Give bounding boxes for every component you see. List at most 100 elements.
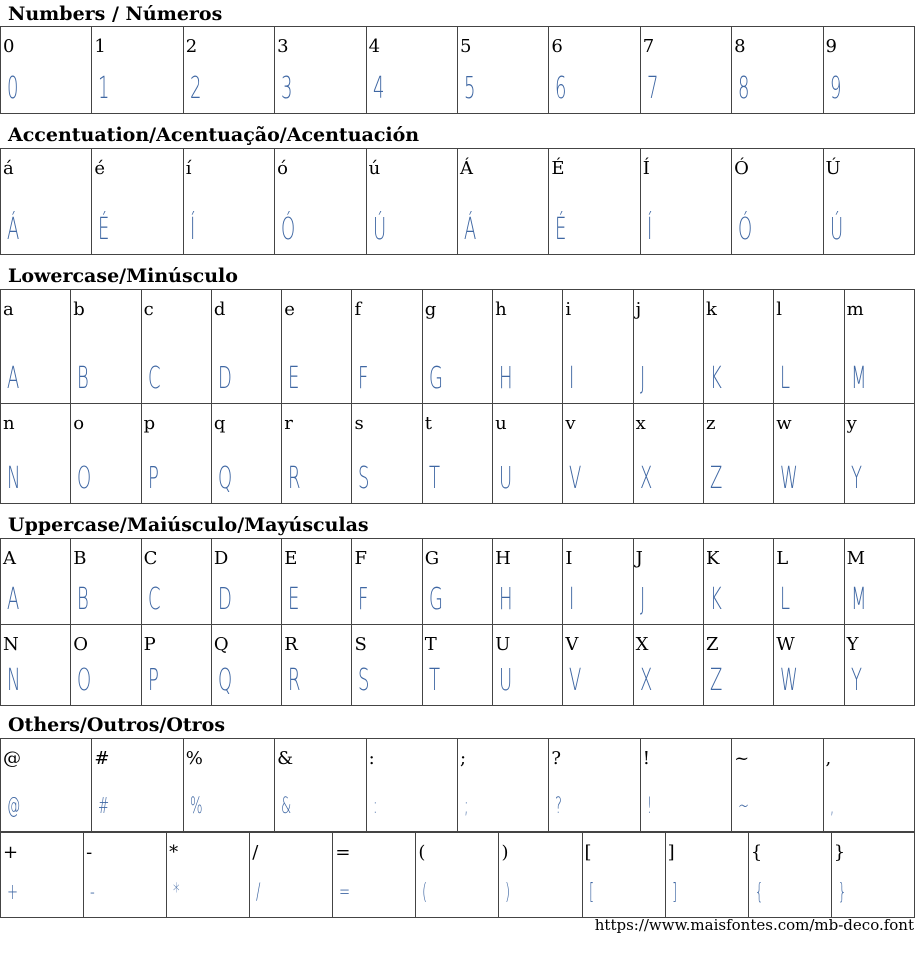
- font-glyph-sample: ó: [281, 212, 296, 247]
- glyph-cell: @ @: [0, 738, 93, 832]
- character-label: ): [501, 842, 509, 863]
- character-label: =: [335, 842, 351, 863]
- section-heading: Others/Outros/Otros: [8, 714, 226, 736]
- character-label: g: [424, 299, 437, 320]
- character-label: Í: [642, 158, 650, 179]
- font-glyph-sample: K: [709, 582, 722, 617]
- font-glyph-sample: Ó: [738, 212, 753, 247]
- character-label: -: [86, 842, 93, 863]
- character-label: +: [3, 842, 19, 863]
- character-label: *: [169, 842, 179, 863]
- glyph-cell: kk: [702, 289, 775, 404]
- font-glyph-sample: g: [428, 361, 443, 396]
- section-heading: Lowercase/Minúsculo: [8, 265, 238, 287]
- glyph-cell: pp: [140, 403, 212, 504]
- character-label: v: [565, 413, 576, 434]
- font-glyph-sample: z: [709, 461, 723, 496]
- font-glyph-sample: o: [77, 461, 92, 496]
- character-label: C: [143, 548, 158, 569]
- character-label: T: [424, 634, 437, 655]
- glyph-row: nnooppqqrrssttuuvvxxzzwwyy: [0, 403, 916, 504]
- glyph-cell: ee: [281, 289, 353, 404]
- section-heading: Numbers / Números: [8, 3, 223, 25]
- character-label: u: [495, 413, 507, 434]
- font-glyph-sample: r: [288, 461, 301, 496]
- font-glyph-sample: c: [147, 361, 161, 396]
- character-label: ]: [667, 842, 675, 863]
- font-glyph-sample: f: [358, 361, 369, 396]
- character-label: h: [495, 299, 507, 320]
- font-glyph-sample: w: [780, 461, 799, 496]
- character-label: 6: [551, 36, 563, 57]
- character-label: }: [833, 842, 846, 863]
- glyph-cell: uu: [492, 403, 564, 504]
- font-glyph-sample: T: [428, 663, 440, 698]
- glyph-cell: ]]: [664, 832, 749, 918]
- character-label: Z: [705, 634, 719, 655]
- glyph-cell: ww: [773, 403, 845, 504]
- character-label: {: [750, 842, 763, 863]
- glyph-cell: jj: [632, 289, 704, 404]
- glyph-cell: & &: [274, 738, 367, 832]
- glyph-cell: + +: [0, 832, 85, 918]
- font-glyph-sample: 0: [7, 71, 19, 106]
- glyph-table: aabbccddeeffgghhiijjkkllmmnnooppqqrrsstt…: [0, 289, 916, 504]
- font-glyph-sample: b: [77, 361, 90, 396]
- font-glyph-sample: i: [569, 361, 575, 396]
- font-glyph-sample: #: [98, 794, 110, 819]
- font-glyph-sample: ?: [555, 794, 563, 819]
- glyph-cell: hh: [492, 289, 564, 404]
- character-label: (: [418, 842, 426, 863]
- character-label: m: [846, 299, 864, 320]
- font-glyph-sample: /: [256, 880, 261, 905]
- character-label: F: [354, 548, 367, 569]
- character-label: ~: [734, 748, 750, 769]
- font-glyph-sample: O: [77, 663, 92, 698]
- character-label: o: [73, 413, 85, 434]
- font-glyph-sample: D: [217, 582, 232, 617]
- character-label: !: [642, 748, 650, 769]
- font-glyph-sample: ): [505, 880, 511, 905]
- font-glyph-sample: H: [499, 582, 513, 617]
- character-label: [: [584, 842, 592, 863]
- font-glyph-sample: [: [588, 880, 594, 905]
- font-glyph-sample: %: [189, 794, 203, 819]
- glyph-cell: ff: [351, 289, 423, 404]
- font-glyph-sample: u: [499, 461, 513, 496]
- glyph-cell: oo: [70, 403, 142, 504]
- character-label: Ó: [734, 158, 749, 179]
- glyph-row: aabbccddeeffgghhiijjkkllmm: [0, 289, 916, 404]
- glyph-cell: aa: [0, 289, 72, 404]
- character-label: &: [277, 748, 294, 769]
- glyph-cell: cc: [140, 289, 212, 404]
- character-label: d: [213, 299, 226, 320]
- font-glyph-sample: &: [281, 794, 292, 819]
- font-glyph-sample: E: [288, 582, 300, 617]
- character-label: I: [565, 548, 573, 569]
- character-label: z: [705, 413, 716, 434]
- font-glyph-sample: N: [7, 663, 21, 698]
- glyph-cell: rr: [281, 403, 353, 504]
- character-label: á: [3, 158, 14, 179]
- character-label: 5: [459, 36, 472, 57]
- character-label: L: [776, 548, 789, 569]
- character-label: Q: [213, 634, 229, 655]
